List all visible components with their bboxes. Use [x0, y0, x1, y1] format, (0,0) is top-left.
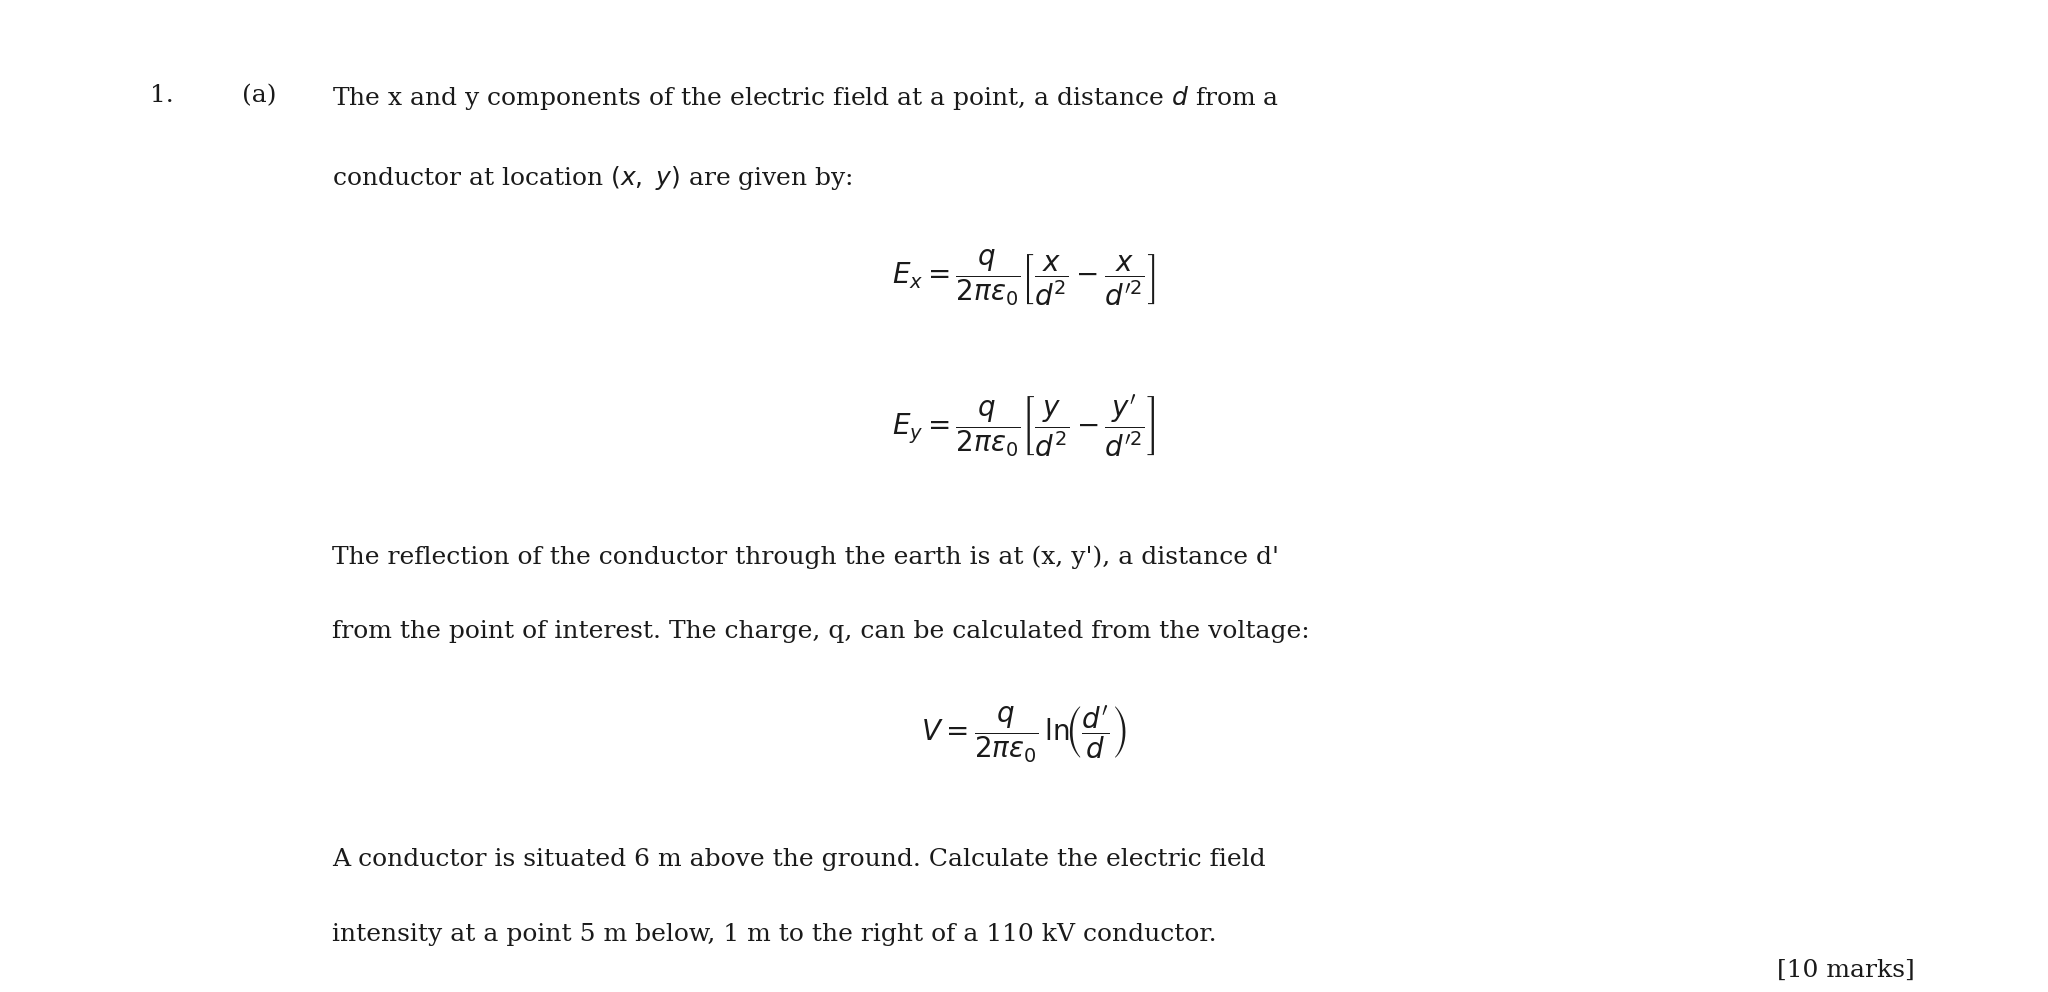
Text: conductor at location $(x,\ y)$ are given by:: conductor at location $(x,\ y)$ are give…	[332, 164, 852, 191]
Text: $E_y = \dfrac{q}{2\pi\epsilon_0}\left[\dfrac{y}{d^2} - \dfrac{y^{\prime}}{d^{\pr: $E_y = \dfrac{q}{2\pi\epsilon_0}\left[\d…	[893, 393, 1155, 460]
Text: The x and y components of the electric field at a point, a distance $d$ from a: The x and y components of the electric f…	[332, 84, 1278, 112]
Text: intensity at a point 5 m below, 1 m to the right of a 110 kV conductor.: intensity at a point 5 m below, 1 m to t…	[332, 923, 1217, 945]
Text: A conductor is situated 6 m above the ground. Calculate the electric field: A conductor is situated 6 m above the gr…	[332, 848, 1266, 871]
Text: $E_x = \dfrac{q}{2\pi\epsilon_0}\left[\dfrac{x}{d^2} - \dfrac{x}{d^{\prime 2}}\r: $E_x = \dfrac{q}{2\pi\epsilon_0}\left[\d…	[893, 247, 1155, 309]
Text: from the point of interest. The charge, q, can be calculated from the voltage:: from the point of interest. The charge, …	[332, 620, 1309, 643]
Text: 1.: 1.	[150, 84, 174, 107]
Text: (a): (a)	[242, 84, 276, 107]
Text: The reflection of the conductor through the earth is at (x, y'), a distance d': The reflection of the conductor through …	[332, 546, 1278, 569]
Text: [10 marks]: [10 marks]	[1778, 959, 1915, 982]
Text: $V = \dfrac{q}{2\pi\epsilon_0}\,\mathrm{ln}\!\left(\dfrac{d^{\prime}}{d}\right)$: $V = \dfrac{q}{2\pi\epsilon_0}\,\mathrm{…	[922, 703, 1126, 765]
